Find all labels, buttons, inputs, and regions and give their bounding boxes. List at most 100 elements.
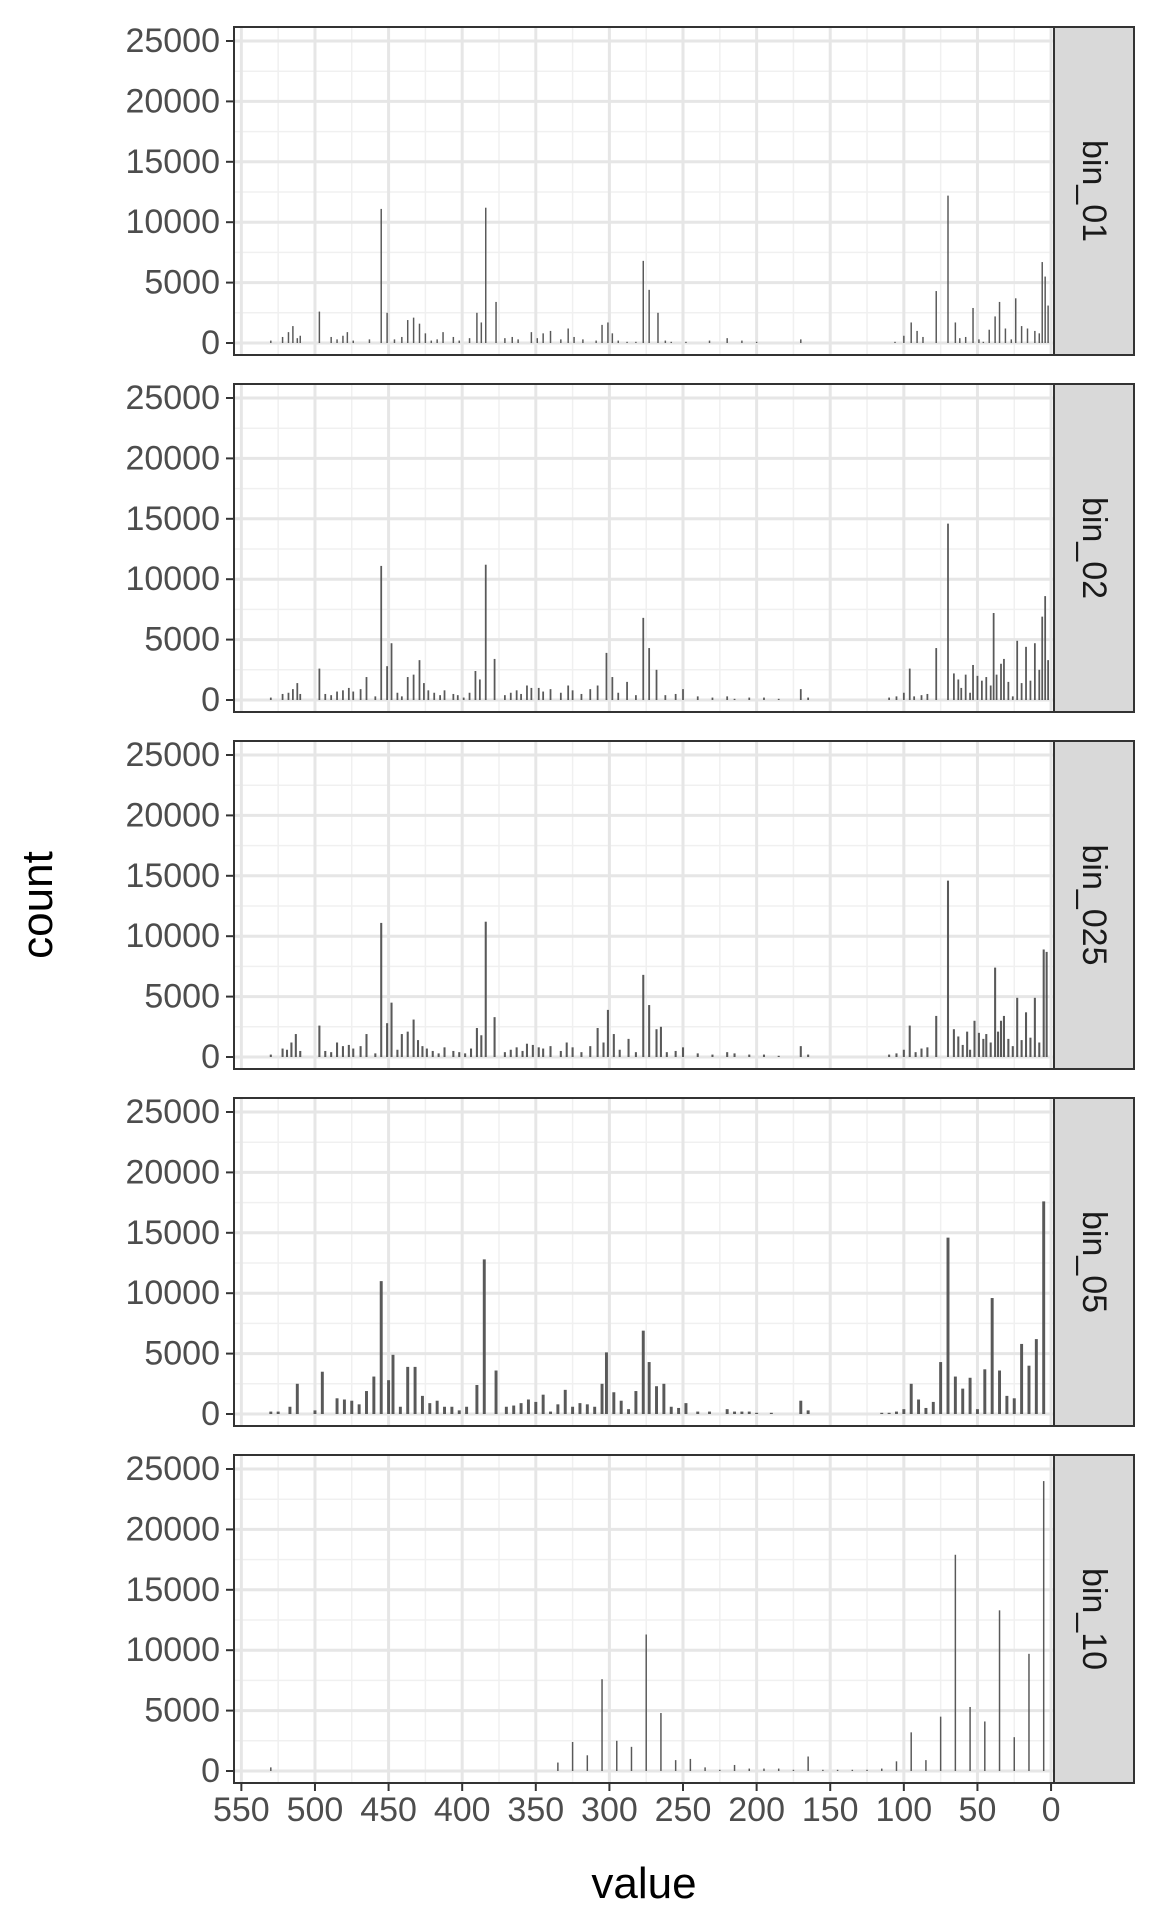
x-tick-label: 450 xyxy=(360,1791,417,1829)
histogram-bar xyxy=(418,323,421,343)
histogram-bar xyxy=(288,1406,292,1414)
panel-background xyxy=(234,1455,1054,1783)
histogram-bar xyxy=(708,1411,711,1414)
histogram-bar xyxy=(992,613,995,700)
histogram-bar xyxy=(704,1767,706,1771)
histogram-bar xyxy=(960,687,963,700)
histogram-bar xyxy=(611,677,614,700)
histogram-bar xyxy=(1020,1343,1024,1414)
histogram-bar xyxy=(396,692,399,700)
histogram-bar xyxy=(966,1031,969,1057)
histogram-bar xyxy=(719,1769,721,1771)
histogram-bar xyxy=(888,1054,891,1057)
histogram-bar xyxy=(755,341,758,343)
histogram-bar xyxy=(799,1400,803,1414)
histogram-bar xyxy=(953,673,955,700)
histogram-bar xyxy=(806,1410,810,1414)
histogram-bar xyxy=(281,693,284,700)
histogram-bar xyxy=(586,1755,589,1771)
histogram-bar xyxy=(612,1034,615,1057)
histogram-bar xyxy=(635,695,637,700)
histogram-bar xyxy=(741,340,743,343)
histogram-bar xyxy=(975,1409,979,1414)
x-tick-label: 350 xyxy=(507,1791,564,1829)
histogram-bar xyxy=(400,1034,403,1057)
histogram-bar xyxy=(947,523,949,700)
histogram-bar xyxy=(851,1769,854,1771)
histogram-bar xyxy=(335,1398,339,1414)
histogram-bar xyxy=(1027,1365,1031,1414)
histogram-bar xyxy=(669,1406,673,1414)
histogram-bar xyxy=(626,681,628,700)
histogram-bar xyxy=(985,1034,988,1057)
histogram-bar xyxy=(567,685,570,700)
histogram-bar xyxy=(677,1407,681,1414)
histogram-bar xyxy=(1014,298,1017,343)
histogram-bar xyxy=(372,1376,376,1414)
histogram-bar xyxy=(655,1029,658,1057)
histogram-bar xyxy=(989,1042,992,1057)
histogram-bar xyxy=(287,692,290,700)
histogram-bar xyxy=(474,671,477,700)
histogram-bar xyxy=(926,1047,929,1057)
histogram-bar xyxy=(296,338,299,343)
histogram-bar xyxy=(635,341,637,343)
histogram-bar xyxy=(431,1050,434,1057)
histogram-bar xyxy=(836,1769,839,1771)
histogram-bar xyxy=(961,1044,964,1057)
histogram-bar xyxy=(740,1411,744,1414)
histogram-bar xyxy=(939,1716,942,1771)
histogram-bar xyxy=(755,1412,759,1414)
histogram-bar xyxy=(617,692,620,700)
y-tick-label: 10000 xyxy=(125,1274,220,1312)
histogram-bar xyxy=(1024,1012,1028,1057)
histogram-bar xyxy=(935,1015,938,1057)
histogram-bar xyxy=(318,311,321,343)
histogram-bar xyxy=(421,1046,424,1057)
histogram-bar xyxy=(359,689,362,700)
histogram-bar xyxy=(997,1031,1000,1057)
histogram-bar xyxy=(537,1047,540,1057)
histogram-bar xyxy=(387,1380,391,1414)
histogram-bar xyxy=(1029,1037,1032,1057)
histogram-bar xyxy=(647,1362,651,1414)
y-tick-label: 0 xyxy=(201,1395,220,1433)
histogram-bar xyxy=(495,301,497,343)
histogram-bar xyxy=(390,1002,393,1057)
histogram-bar xyxy=(822,1769,824,1771)
histogram-bar xyxy=(1038,1042,1041,1057)
histogram-bar xyxy=(390,643,393,700)
histogram-bar xyxy=(1041,262,1043,343)
histogram-bar xyxy=(468,338,471,343)
histogram-bar xyxy=(612,1392,616,1414)
histogram-bar xyxy=(1005,1395,1009,1414)
histogram-bar xyxy=(881,1768,883,1771)
histogram-bar xyxy=(799,689,802,700)
histogram-bar xyxy=(341,1046,344,1057)
facet-strip xyxy=(1053,383,1135,713)
histogram-bar xyxy=(342,335,344,343)
histogram-bar xyxy=(436,339,438,343)
histogram-bar xyxy=(380,208,382,343)
histogram-bar xyxy=(999,1020,1003,1057)
histogram-bar xyxy=(493,1017,496,1057)
histogram-bar xyxy=(769,1412,773,1414)
histogram-bar xyxy=(627,1409,631,1414)
histogram-bar xyxy=(998,1610,1001,1771)
histogram-bar xyxy=(515,1047,518,1057)
y-tick-label: 20000 xyxy=(125,1510,220,1548)
histogram-bar xyxy=(1000,663,1002,700)
histogram-bar xyxy=(294,1034,297,1057)
histogram-bar xyxy=(357,1404,361,1414)
histogram-bar xyxy=(452,1050,455,1057)
histogram-bar xyxy=(1041,616,1044,700)
histogram-bar xyxy=(452,336,455,343)
histogram-bar xyxy=(977,1032,980,1057)
histogram-bar xyxy=(442,332,444,343)
histogram-bar xyxy=(682,689,684,700)
histogram-bar xyxy=(946,1237,950,1414)
histogram-bar xyxy=(983,1369,987,1414)
facet-strip-label: bin_10 xyxy=(1075,1568,1113,1670)
histogram-bar xyxy=(480,1035,483,1057)
